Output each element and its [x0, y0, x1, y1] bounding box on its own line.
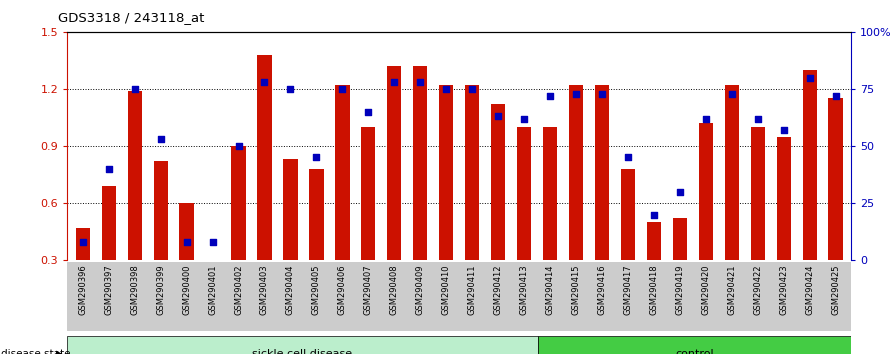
Point [595, 91, 609, 96]
Point [283, 86, 297, 92]
Text: control: control [675, 349, 714, 354]
Point [465, 86, 479, 92]
Bar [777, 137, 791, 260]
Point [361, 109, 375, 115]
Bar [67, 336, 538, 354]
Text: sickle cell disease: sickle cell disease [253, 349, 352, 354]
Bar [621, 169, 635, 260]
Bar [538, 336, 851, 354]
Text: GSM290419: GSM290419 [676, 264, 685, 315]
Text: GSM290410: GSM290410 [442, 264, 451, 315]
Point [127, 86, 142, 92]
Point [673, 189, 687, 195]
Point [387, 79, 401, 85]
Text: GSM290402: GSM290402 [234, 264, 243, 315]
Bar [283, 159, 297, 260]
Bar [257, 55, 271, 260]
Bar [803, 70, 817, 260]
Point [569, 91, 583, 96]
Text: GSM290418: GSM290418 [650, 264, 659, 315]
Bar [75, 228, 90, 260]
Bar [465, 85, 479, 260]
Text: GSM290422: GSM290422 [754, 264, 762, 315]
Bar [127, 91, 142, 260]
Text: GSM290413: GSM290413 [520, 264, 529, 315]
Point [205, 239, 220, 245]
Bar [751, 127, 765, 260]
Bar [647, 222, 661, 260]
Point [257, 79, 271, 85]
Bar [179, 203, 194, 260]
Text: GSM290396: GSM290396 [78, 264, 87, 315]
Text: GDS3318 / 243118_at: GDS3318 / 243118_at [58, 11, 204, 24]
Bar [309, 169, 323, 260]
Bar [569, 85, 583, 260]
Point [75, 239, 90, 245]
Text: GSM290411: GSM290411 [468, 264, 477, 315]
Point [699, 116, 713, 121]
Text: disease state: disease state [1, 349, 71, 354]
Text: GSM290408: GSM290408 [390, 264, 399, 315]
Point [725, 91, 739, 96]
Point [751, 116, 765, 121]
Bar [829, 98, 843, 260]
Point [439, 86, 453, 92]
Bar [439, 85, 453, 260]
Bar [101, 186, 116, 260]
Point [413, 79, 427, 85]
Point [231, 143, 246, 149]
Text: GSM290420: GSM290420 [702, 264, 711, 315]
Text: GSM290412: GSM290412 [494, 264, 503, 315]
Text: GSM290421: GSM290421 [728, 264, 737, 315]
Text: GSM290414: GSM290414 [546, 264, 555, 315]
Point [829, 93, 843, 99]
Text: GSM290403: GSM290403 [260, 264, 269, 315]
Bar [595, 85, 609, 260]
Point [153, 136, 168, 142]
Point [647, 212, 661, 217]
Bar [491, 104, 505, 260]
Point [309, 155, 323, 160]
Point [179, 239, 194, 245]
Text: GSM290423: GSM290423 [780, 264, 788, 315]
Bar [673, 218, 687, 260]
Point [335, 86, 349, 92]
Bar [517, 127, 531, 260]
Text: GSM290401: GSM290401 [208, 264, 217, 315]
Point [777, 127, 791, 133]
Bar [387, 66, 401, 260]
Text: GSM290406: GSM290406 [338, 264, 347, 315]
Point [491, 114, 505, 119]
Text: GSM290425: GSM290425 [831, 264, 840, 315]
Text: GSM290407: GSM290407 [364, 264, 373, 315]
Text: GSM290415: GSM290415 [572, 264, 581, 315]
Point [803, 75, 817, 80]
Point [543, 93, 557, 99]
Bar [361, 127, 375, 260]
Bar [413, 66, 427, 260]
Point [517, 116, 531, 121]
Text: ▶: ▶ [56, 349, 64, 354]
Text: GSM290409: GSM290409 [416, 264, 425, 315]
Text: GSM290400: GSM290400 [182, 264, 191, 315]
Text: GSM290405: GSM290405 [312, 264, 321, 315]
Text: GSM290404: GSM290404 [286, 264, 295, 315]
Text: GSM290398: GSM290398 [130, 264, 139, 315]
Text: GSM290424: GSM290424 [806, 264, 814, 315]
Bar [153, 161, 168, 260]
Bar [699, 123, 713, 260]
Bar [543, 127, 557, 260]
Bar [231, 146, 246, 260]
Text: GSM290399: GSM290399 [156, 264, 165, 315]
Text: GSM290417: GSM290417 [624, 264, 633, 315]
Bar [335, 85, 349, 260]
Point [101, 166, 116, 172]
Text: GSM290397: GSM290397 [104, 264, 113, 315]
Point [621, 155, 635, 160]
Text: GSM290416: GSM290416 [598, 264, 607, 315]
Bar [725, 85, 739, 260]
